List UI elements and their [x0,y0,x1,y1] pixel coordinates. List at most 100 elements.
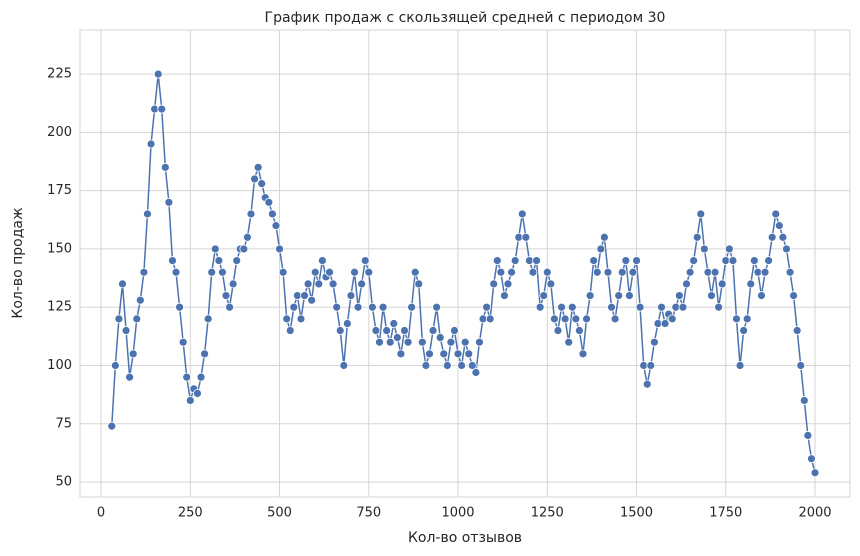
marker [546,279,556,289]
marker [335,326,345,335]
marker [785,267,795,277]
marker [417,337,427,347]
marker [307,295,317,305]
marker [724,244,734,254]
marker [792,326,802,335]
marker [742,314,752,324]
marker [414,279,424,289]
marker [471,368,481,377]
marker [539,291,549,300]
marker [710,267,720,277]
marker [193,389,202,398]
marker [300,291,309,300]
marker [603,267,613,277]
x-tick-label: 1750 [709,506,742,521]
marker [121,326,131,335]
marker [489,279,499,289]
marker [200,349,209,359]
marker [503,279,513,289]
marker [143,209,152,219]
marker [432,302,442,312]
marker [446,337,456,347]
marker [592,267,602,277]
marker [682,279,691,289]
marker [367,302,377,312]
marker [450,326,459,335]
marker [221,291,231,300]
marker [328,279,338,289]
marker [268,209,277,219]
marker [614,291,624,300]
marker [332,302,342,312]
marker [635,302,645,312]
marker [246,209,256,219]
x-tick-label: 250 [178,506,203,521]
marker [453,349,463,359]
marker [425,349,434,359]
marker [678,302,688,312]
marker [278,267,288,277]
marker [535,302,545,312]
marker [118,279,127,289]
marker [507,267,516,277]
marker [646,361,656,370]
marker [407,302,417,312]
marker [289,302,299,312]
marker [492,256,502,265]
marker [567,302,577,312]
marker [285,326,295,335]
marker [353,302,363,312]
marker [464,349,474,359]
marker [610,314,620,324]
marker [357,279,367,289]
marker [628,267,638,277]
marker [210,244,220,254]
marker [396,349,406,359]
marker [764,256,774,265]
marker [807,454,816,464]
marker [185,396,195,405]
marker [517,209,527,219]
marker [696,209,706,219]
marker [196,372,206,382]
marker [203,314,213,324]
marker [157,104,167,114]
marker [553,326,563,335]
marker [389,319,399,328]
marker [560,314,570,324]
y-tick-label: 175 [47,183,72,198]
marker [774,221,784,231]
marker [749,256,759,265]
marker [728,256,738,265]
y-tick-label: 100 [47,358,72,373]
marker [617,267,627,277]
x-tick-label: 0 [97,506,105,521]
marker [778,232,788,242]
marker [317,256,327,265]
marker [642,379,652,389]
marker [303,279,313,289]
marker [674,291,684,300]
marker [599,232,609,242]
marker [699,244,709,254]
x-tick-label: 1250 [531,506,564,521]
marker [735,361,745,370]
marker [578,349,588,359]
marker [789,291,798,300]
marker [310,267,320,277]
marker [496,267,506,277]
marker [421,361,431,370]
marker [400,326,409,335]
marker [378,302,388,312]
marker [782,244,791,254]
marker [250,174,259,184]
chart-title: График продаж с скользящей средней с пер… [265,10,666,26]
marker [218,267,227,277]
marker [799,396,809,405]
marker [475,337,484,347]
marker [214,256,224,265]
marker [685,267,695,277]
marker [467,361,477,370]
x-tick-label: 2000 [798,506,831,521]
